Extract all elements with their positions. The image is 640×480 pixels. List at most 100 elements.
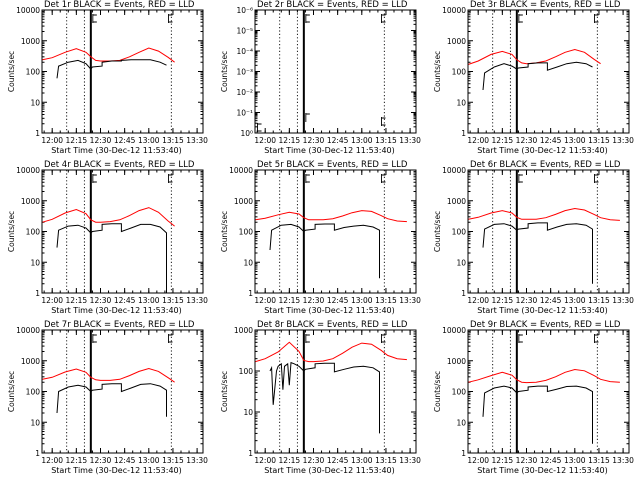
y-tick-label: 10000 (442, 166, 466, 175)
y-tick-label: 1 (35, 289, 40, 298)
y-tick-label: 10 (456, 98, 466, 107)
y-axis-label: Counts/sec (7, 51, 16, 92)
x-tick-label: 12:15 (66, 456, 88, 465)
chart-title: Det 4r BLACK = Events, RED = LLD (44, 160, 195, 170)
detector-plot-1: 1 10 100 1000 10000 12:00 12:15 12:30 12:45 13:00… (7, 0, 208, 155)
detector-plot-8: 1 10 100 1000 12:00 12:15 12:30 12:45 13:00 13:15… (220, 320, 421, 475)
x-tick-label: 12:30 (90, 296, 112, 305)
chart-title: Det 7r BLACK = Events, RED = LLD (44, 320, 195, 330)
y-tick-label: 100 (239, 367, 254, 376)
chart-title: Det 3r BLACK = Events, RED = LLD (470, 0, 621, 10)
y-axis-label: Counts/sec (220, 51, 229, 92)
interval-marker (305, 113, 310, 122)
y-tick-label: 1000 (447, 37, 466, 46)
detector-plot-9: 1 10 100 1000 10000 12:00 12:15 12:30 12:45 13:00… (433, 320, 634, 475)
chart-title: Det 6r BLACK = Events, RED = LLD (470, 160, 621, 170)
x-tick-label: 12:00 (254, 136, 276, 145)
series-line-red (468, 368, 620, 384)
x-tick-label: 13:15 (588, 456, 610, 465)
x-tick-label: 13:00 (351, 136, 373, 145)
y-tick-label: 10000 (16, 326, 40, 335)
y-tick-label: 100 (26, 68, 41, 77)
x-tick-label: 13:30 (399, 136, 421, 145)
y-tick-label: 1 (35, 129, 40, 138)
y-axis-label: Counts/sec (433, 211, 442, 252)
interval-marker (168, 174, 173, 183)
interval-marker (381, 334, 386, 343)
y-tick-label: 1 (248, 449, 253, 458)
y-tick-label: 1000 (234, 197, 253, 206)
y-tick-label: 100 (452, 68, 467, 77)
x-axis-label: Start Time (30-Dec-12 11:53:40) (477, 146, 608, 155)
series-line-red (255, 210, 407, 223)
x-tick-label: 13:00 (564, 136, 586, 145)
x-tick-label: 12:45 (114, 296, 136, 305)
x-tick-label: 12:45 (327, 456, 349, 465)
y-tick-label: 1000 (21, 197, 40, 206)
y-tick-label: 10⁻⁶ (236, 6, 253, 15)
y-tick-label: 10⁻⁴ (236, 47, 253, 56)
x-tick-label: 12:30 (303, 136, 325, 145)
x-tick-label: 12:45 (540, 456, 562, 465)
interval-marker (92, 174, 97, 183)
y-tick-label: 10⁻¹ (236, 109, 253, 118)
x-tick-label: 12:30 (516, 456, 538, 465)
x-axis-label: Start Time (30-Dec-12 11:53:40) (51, 306, 182, 315)
x-tick-label: 13:30 (612, 296, 634, 305)
x-tick-label: 12:00 (41, 136, 63, 145)
x-tick-label: 12:45 (327, 296, 349, 305)
x-tick-label: 13:15 (375, 456, 397, 465)
detector-plot-3: 1 10 100 1000 10000 12:00 12:15 12:30 12:45 13:00… (433, 0, 634, 155)
y-tick-label: 10 (30, 258, 40, 267)
x-axis-label: Start Time (30-Dec-12 11:53:40) (264, 146, 395, 155)
x-tick-label: 13:30 (399, 456, 421, 465)
series-line-black (56, 383, 167, 417)
y-tick-label: 1000 (447, 197, 466, 206)
interval-marker (381, 174, 386, 183)
x-tick-label: 13:00 (138, 136, 160, 145)
interval-marker (381, 14, 386, 23)
x-tick-label: 13:00 (138, 456, 160, 465)
y-tick-label: 10000 (16, 166, 40, 175)
x-tick-label: 13:00 (351, 296, 373, 305)
series-line-red (255, 341, 407, 363)
interval-marker (305, 334, 310, 343)
y-tick-label: 1000 (21, 357, 40, 366)
y-tick-label: 10 (456, 418, 466, 427)
series-line-red (468, 207, 620, 221)
x-tick-label: 12:45 (540, 136, 562, 145)
y-tick-label: 10 (30, 418, 40, 427)
x-tick-label: 12:15 (492, 136, 514, 145)
series-line-black (56, 59, 167, 79)
chart-title: Det 5r BLACK = Events, RED = LLD (257, 160, 408, 170)
plot-frame (41, 9, 204, 134)
y-tick-label: 10000 (229, 166, 253, 175)
y-tick-label: 10 (243, 408, 253, 417)
x-tick-label: 12:30 (516, 296, 538, 305)
interval-marker (594, 174, 599, 183)
y-tick-label: 1 (461, 129, 466, 138)
x-tick-label: 13:15 (588, 296, 610, 305)
x-tick-label: 13:30 (186, 136, 208, 145)
x-tick-label: 12:45 (114, 136, 136, 145)
x-tick-label: 12:30 (90, 136, 112, 145)
y-tick-label: 1000 (447, 357, 466, 366)
interval-marker (92, 14, 97, 23)
y-tick-label: 100 (239, 228, 254, 237)
x-tick-label: 12:00 (41, 456, 63, 465)
interval-marker (257, 123, 262, 132)
x-tick-label: 13:00 (564, 296, 586, 305)
series-line-black (482, 385, 593, 444)
x-tick-label: 12:15 (279, 456, 301, 465)
x-tick-label: 12:00 (467, 296, 489, 305)
x-tick-label: 13:30 (186, 456, 208, 465)
x-axis-label: Start Time (30-Dec-12 11:53:40) (264, 466, 395, 475)
series-line-red (42, 207, 175, 227)
chart-title: Det 1r BLACK = Events, RED = LLD (44, 0, 195, 10)
y-axis-label: Counts/sec (433, 371, 442, 412)
x-tick-label: 13:30 (399, 296, 421, 305)
x-tick-label: 13:00 (564, 456, 586, 465)
x-axis-label: Start Time (30-Dec-12 11:53:40) (51, 146, 182, 155)
